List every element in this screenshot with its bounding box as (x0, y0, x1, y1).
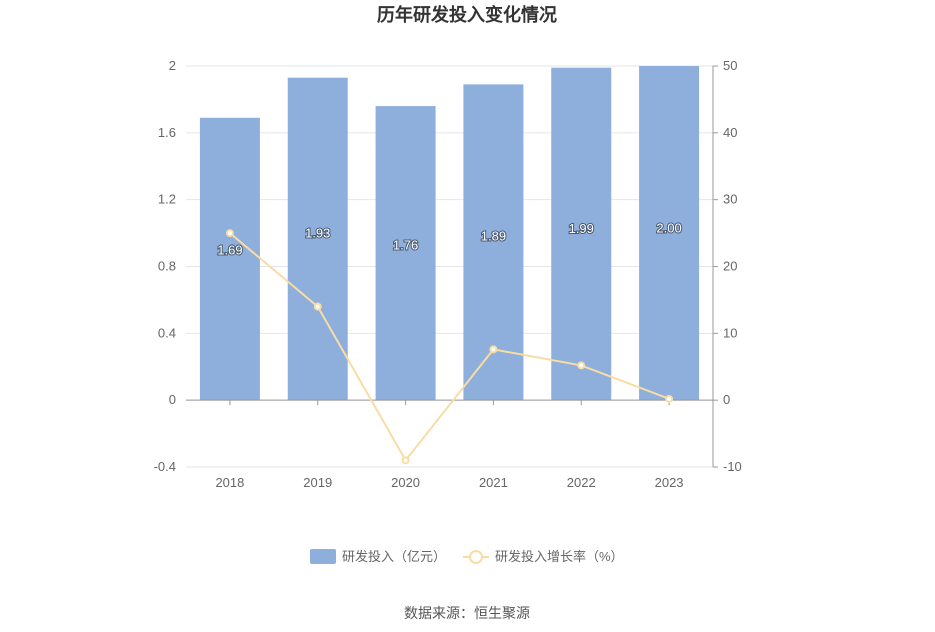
legend-line-marker (469, 550, 483, 564)
y-left-tick-label: 0.4 (158, 325, 176, 340)
y-right-tick-label: 40 (723, 125, 737, 140)
bar (551, 67, 612, 401)
legend: 研发投入（亿元） 研发投入增长率（%） (310, 549, 624, 564)
y-right-tick-label: 20 (723, 259, 737, 274)
growth-line (225, 229, 674, 465)
legend-bar-swatch (310, 549, 336, 564)
growth-point (225, 229, 234, 238)
growth-point (577, 361, 586, 370)
x-tick-label: 2020 (391, 475, 420, 490)
legend-bar-label: 研发投入（亿元） (342, 549, 446, 564)
chart-title: 历年研发投入变化情况 (377, 4, 557, 25)
y-left-tick-label: 2 (169, 58, 176, 73)
x-tick-label: 2018 (215, 475, 244, 490)
growth-point (665, 394, 674, 403)
bar-labels: 1.69 1.93 1.76 1.89 1.99 2.00 (216, 219, 682, 258)
x-tick-label: 2019 (303, 475, 332, 490)
growth-point (401, 456, 410, 465)
bar-data-label: 1.89 (481, 228, 506, 243)
x-tick-label: 2023 (655, 475, 684, 490)
axes: 2 1.6 1.2 0.8 0.4 0 -0.4 50 40 30 20 10 0 -10 2018 2019… (154, 58, 742, 490)
y-right-tick-label: 0 (723, 392, 730, 407)
bars (199, 66, 700, 401)
growth-point (489, 345, 498, 354)
source-note: 数据来源：恒生聚源 (404, 605, 530, 621)
y-right-tick-label: 50 (723, 58, 737, 73)
y-left-tick-label: 1.2 (158, 192, 176, 207)
growth-point (313, 302, 322, 311)
bar (375, 106, 436, 401)
y-right-tick-label: 30 (723, 192, 737, 207)
x-tick-label: 2022 (567, 475, 596, 490)
y-right-tick-label: -10 (723, 459, 742, 474)
bar (287, 77, 348, 401)
bar (639, 66, 700, 401)
bar-data-label: 1.76 (393, 238, 418, 253)
bar-data-label: 1.93 (305, 226, 330, 241)
bar-data-label: 1.99 (569, 221, 594, 236)
legend-line-label: 研发投入增长率（%） (495, 549, 624, 564)
grid (186, 65, 713, 468)
y-left-tick-label: -0.4 (154, 459, 176, 474)
x-tick-label: 2021 (479, 475, 508, 490)
y-left-tick-label: 0 (169, 392, 176, 407)
bar (199, 117, 260, 401)
y-left-tick-label: 1.6 (158, 125, 176, 140)
bar-data-label: 2.00 (656, 220, 681, 235)
bar-data-label: 1.69 (217, 243, 242, 258)
y-left-tick-label: 0.8 (158, 259, 176, 274)
y-right-tick-label: 10 (723, 325, 737, 340)
growth-line-path (229, 232, 670, 463)
